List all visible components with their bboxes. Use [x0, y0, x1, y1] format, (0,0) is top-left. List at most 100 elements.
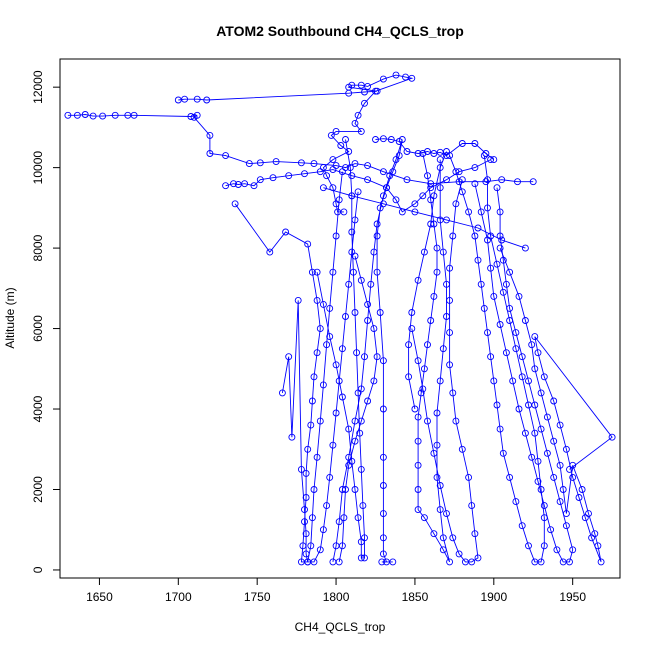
data-point: [411, 405, 419, 413]
data-point: [332, 409, 340, 417]
series-line: [499, 247, 613, 563]
data-point: [73, 111, 81, 119]
data-point: [443, 176, 450, 184]
data-point: [433, 441, 441, 449]
data-point: [493, 260, 501, 268]
data-point: [480, 304, 488, 312]
data-point: [518, 522, 526, 530]
data-point: [372, 87, 379, 95]
data-point: [540, 502, 548, 510]
data-point: [436, 184, 444, 192]
data-point: [446, 361, 454, 369]
data-point: [373, 232, 381, 240]
data-point: [379, 510, 387, 518]
data-point: [340, 208, 348, 216]
data-point: [338, 345, 346, 353]
data-point: [498, 176, 506, 184]
data-point: [245, 160, 253, 168]
data-point: [569, 473, 577, 481]
data-point: [313, 453, 321, 461]
data-point: [474, 224, 482, 232]
data-point: [405, 373, 413, 381]
data-point: [518, 373, 526, 381]
data-point: [348, 172, 356, 180]
y-tick-label: 0: [31, 566, 45, 573]
data-point: [498, 236, 506, 244]
data-point: [402, 73, 409, 81]
data-point: [351, 252, 359, 260]
data-point: [338, 168, 346, 176]
data-point: [439, 345, 447, 353]
data-point: [487, 353, 495, 361]
data-point: [323, 341, 331, 349]
data-point: [540, 542, 548, 550]
data-point: [578, 486, 586, 493]
data-point: [376, 309, 384, 316]
data-point: [455, 550, 463, 558]
data-point: [499, 449, 507, 457]
data-point: [361, 99, 368, 107]
data-point: [490, 292, 498, 300]
data-point: [304, 445, 312, 453]
data-point: [515, 292, 523, 300]
data-point: [436, 506, 444, 514]
data-point: [357, 465, 365, 473]
data-point: [414, 437, 422, 445]
data-point: [427, 184, 435, 192]
data-point: [379, 75, 387, 83]
data-point: [389, 168, 397, 176]
data-point: [357, 417, 365, 425]
data-point: [490, 156, 498, 164]
data-point: [433, 244, 441, 252]
data-point: [439, 534, 447, 542]
data-point: [304, 240, 312, 248]
data-point: [345, 425, 353, 433]
data-point: [222, 152, 230, 160]
data-point: [496, 208, 504, 216]
data-point: [525, 542, 532, 550]
series-line: [234, 191, 359, 563]
data-point: [379, 550, 387, 558]
data-point: [521, 244, 529, 252]
data-point: [436, 482, 444, 489]
data-point: [528, 341, 536, 349]
data-point: [316, 417, 324, 425]
data-point: [308, 397, 316, 405]
data-point: [206, 150, 214, 157]
data-point: [562, 510, 570, 518]
data-point: [335, 377, 343, 385]
x-tick-label: 1800: [323, 590, 350, 604]
x-tick-label: 1900: [480, 590, 507, 604]
data-point: [89, 112, 97, 120]
data-point: [528, 453, 536, 461]
data-point: [353, 349, 361, 357]
data-point: [357, 554, 365, 562]
data-point: [468, 558, 476, 566]
data-point: [534, 349, 542, 357]
data-point: [389, 558, 397, 566]
data-point: [307, 542, 315, 550]
data-point: [439, 546, 447, 554]
data-point: [531, 429, 539, 437]
y-axis: 0 2000 4000 6000 8000 10000 12000: [31, 70, 60, 573]
data-point: [417, 389, 425, 397]
data-point: [458, 445, 466, 453]
data-point: [433, 409, 441, 417]
data-point: [316, 325, 324, 333]
data-point: [327, 131, 335, 139]
data-point: [326, 473, 334, 481]
data-point: [537, 558, 545, 566]
data-point: [282, 228, 290, 236]
data-point: [496, 321, 504, 328]
data-point: [319, 381, 327, 389]
data-point: [364, 162, 372, 170]
data-point: [594, 542, 602, 550]
x-tick-label: 1750: [244, 590, 271, 604]
x-tick-label: 1700: [165, 590, 192, 604]
data-point: [562, 445, 570, 453]
y-tick-label: 12000: [31, 70, 45, 104]
data-point: [420, 365, 428, 373]
data-point: [482, 150, 490, 157]
data-point: [408, 325, 416, 333]
data-point: [288, 433, 296, 441]
